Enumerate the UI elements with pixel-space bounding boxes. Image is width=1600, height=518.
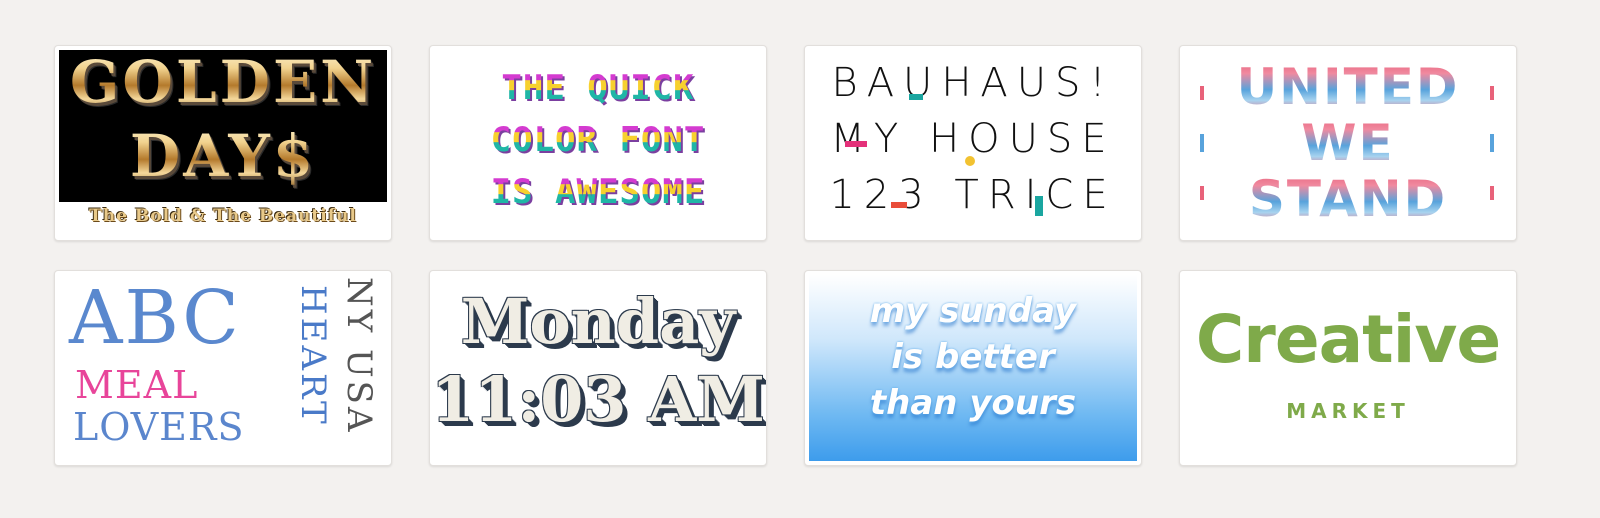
heart-vertical-text: HEART xyxy=(293,285,333,427)
golden-days-line-2: DAY$ xyxy=(55,122,391,190)
quick-color-line-3: IS AWESOME xyxy=(430,172,766,212)
font-card-quick-color[interactable]: THE QUICK COLOR FONT IS AWESOME xyxy=(429,45,767,241)
monday-line-2: 11:03 AM xyxy=(431,363,765,436)
united-left-dash-2 xyxy=(1200,134,1204,152)
meal-text: MEAL xyxy=(75,363,199,407)
golden-days-black-panel xyxy=(59,50,387,202)
bauhaus-accent-pink xyxy=(845,141,867,147)
united-right-dash-1 xyxy=(1490,86,1494,100)
lovers-text: LOVERS xyxy=(73,405,245,449)
monday-line-1: Monday xyxy=(460,285,736,358)
bauhaus-accent-yellow xyxy=(965,156,975,166)
font-card-bauhaus[interactable]: BAUHAUS! MY HOUSE 123 TRICE xyxy=(804,45,1142,241)
united-left-dash-3 xyxy=(1200,186,1204,200)
bauhaus-line-1: BAUHAUS! xyxy=(831,60,1115,106)
united-line-2: WE xyxy=(1180,116,1516,170)
quick-color-line-2: COLOR FONT xyxy=(430,120,766,160)
my-sunday-line-2: is better xyxy=(891,337,1055,377)
bauhaus-line-2: MY HOUSE xyxy=(830,116,1116,162)
market-subtitle: MARKET xyxy=(1286,399,1410,423)
united-line-1: UNITED xyxy=(1180,60,1516,114)
abc-text: ABC xyxy=(69,275,241,361)
united-line-3: STAND xyxy=(1180,172,1516,226)
quick-color-line-1: THE QUICK xyxy=(430,68,766,108)
font-card-united[interactable]: UNITED WE STAND xyxy=(1179,45,1517,241)
united-left-dash-1 xyxy=(1200,86,1204,100)
golden-days-subtitle: The Bold & The Beautiful xyxy=(89,206,357,226)
united-right-dash-3 xyxy=(1490,186,1494,200)
font-card-golden-days[interactable]: GOLDEN DAY$ The Bold & The Beautiful xyxy=(54,45,392,241)
font-card-creative-market[interactable]: Creative MARKET xyxy=(1179,270,1517,466)
font-card-my-sunday[interactable]: my sunday is better than yours xyxy=(804,270,1142,466)
golden-days-line-1: GOLDEN xyxy=(55,48,391,116)
creative-title: Creative xyxy=(1195,301,1501,378)
bauhaus-line-3: 123 TRICE xyxy=(829,172,1117,218)
font-card-monday[interactable]: Monday 11:03 AM xyxy=(429,270,767,466)
font-card-abc-meal[interactable]: ABC MEAL LOVERS HEART NY USA xyxy=(54,270,392,466)
united-right-dash-2 xyxy=(1490,134,1494,152)
ny-usa-vertical-text: NY USA xyxy=(339,277,379,435)
bauhaus-accent-red xyxy=(891,202,907,208)
bauhaus-accent-teal-2 xyxy=(1035,196,1043,216)
my-sunday-line-1: my sunday xyxy=(869,291,1077,331)
my-sunday-gradient-panel xyxy=(809,275,1137,461)
bauhaus-accent-teal xyxy=(909,94,923,100)
my-sunday-line-3: than yours xyxy=(869,383,1077,423)
